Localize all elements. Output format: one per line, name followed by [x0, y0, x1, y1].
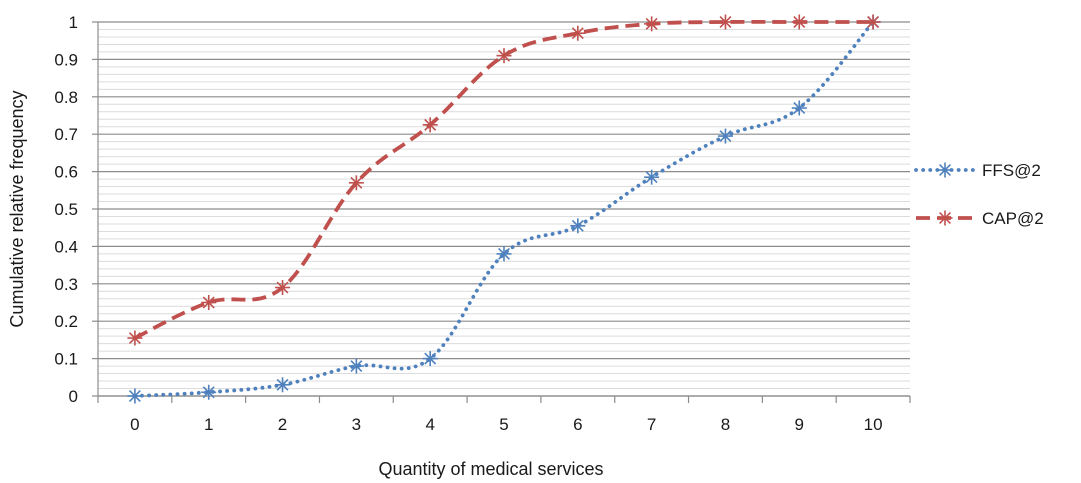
x-tick-label: 3	[352, 415, 361, 434]
data-point	[422, 351, 438, 367]
x-tick-label: 5	[499, 415, 508, 434]
data-point	[201, 295, 217, 310]
x-axis-title: Quantity of medical services	[378, 459, 603, 479]
legend-label-cap-2: CAP@2	[982, 209, 1044, 228]
y-tick-label: 0.3	[54, 275, 78, 294]
legend-marker	[937, 210, 953, 226]
y-tick-label: 0.8	[54, 88, 78, 107]
data-point	[717, 128, 733, 144]
x-tick-label: 0	[130, 415, 139, 434]
series-line-cap-2	[134, 19, 874, 340]
x-tick-label: 6	[573, 415, 582, 434]
axes	[92, 21, 911, 403]
data-point	[496, 48, 512, 64]
data-point	[644, 16, 660, 32]
x-tick-label: 1	[204, 415, 213, 434]
legend: FFS@2 CAP@2	[914, 161, 1044, 228]
data-point	[127, 388, 143, 404]
data-point	[201, 384, 217, 400]
legend-marker	[937, 162, 953, 178]
x-tick-label: 4	[425, 415, 434, 434]
y-tick-label: 1	[69, 13, 78, 32]
data-point	[127, 330, 143, 346]
x-tick-label: 2	[278, 415, 287, 434]
series-cap-2	[127, 14, 881, 346]
legend-item-ffs-2: FFS@2	[914, 161, 1041, 180]
x-tick-label: 9	[795, 415, 804, 434]
y-tick-label: 0.9	[54, 50, 78, 69]
grid	[98, 21, 910, 397]
tick-labels: 00.10.20.30.40.50.60.70.80.910 1 2 3 4 5 6 7 8 9 1…	[54, 13, 882, 434]
y-tick-label: 0.4	[54, 237, 78, 256]
data-point	[275, 377, 291, 393]
data-point	[496, 246, 512, 262]
data-point	[348, 175, 364, 191]
x-tick-label: 8	[721, 415, 730, 434]
y-tick-label: 0	[69, 387, 78, 406]
legend-item-cap-2: CAP@2	[916, 209, 1044, 228]
series-layer	[127, 14, 881, 404]
y-tick-label: 0.5	[54, 200, 78, 219]
y-tick-label: 0.6	[54, 163, 78, 182]
data-point	[865, 14, 881, 30]
y-tick-label: 0.1	[54, 350, 78, 369]
data-point	[348, 358, 364, 374]
data-point	[717, 14, 733, 30]
data-point	[570, 218, 586, 234]
data-point	[275, 280, 291, 296]
data-point	[644, 169, 660, 185]
x-tick-label: 7	[647, 415, 656, 434]
x-tick-label: 10	[864, 415, 883, 434]
data-point	[791, 100, 807, 116]
data-point	[422, 117, 438, 133]
legend-label-ffs-2: FFS@2	[982, 161, 1041, 180]
y-tick-label: 0.2	[54, 312, 78, 331]
data-point	[791, 14, 807, 30]
y-tick-label: 0.7	[54, 125, 78, 144]
y-axis-title: Cumulative relative frequency	[7, 90, 27, 327]
data-point	[570, 25, 586, 41]
